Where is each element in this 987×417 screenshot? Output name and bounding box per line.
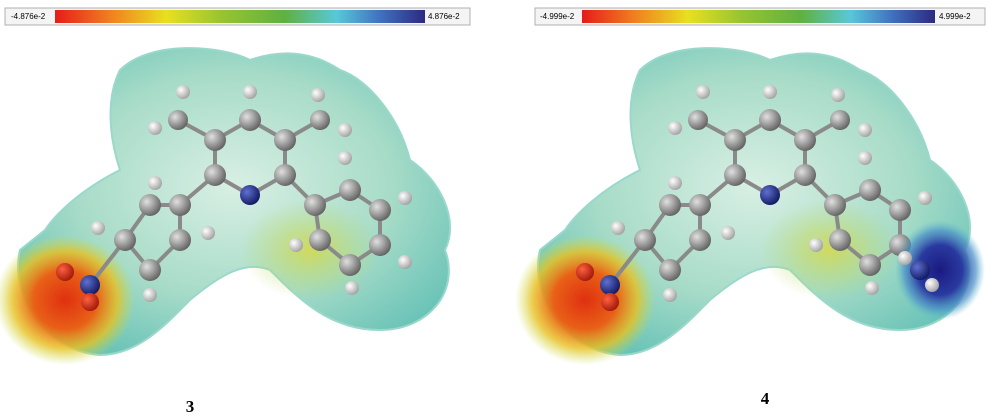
figure: -4.876e-2 4.876e-2 3 -4.999e-2 4.999e-2 …	[0, 0, 987, 417]
scale-min: -4.999e-2	[540, 12, 575, 21]
color-scale	[55, 10, 425, 23]
scale-min: -4.876e-2	[11, 12, 46, 21]
panel-3: -4.876e-2 4.876e-2 3	[0, 8, 470, 416]
scale-max: 4.999e-2	[939, 12, 971, 21]
panel-4: -4.999e-2 4.999e-2 4	[515, 8, 985, 408]
compound-label: 3	[186, 397, 195, 416]
compound-label: 4	[761, 389, 770, 408]
scale-max: 4.876e-2	[428, 12, 460, 21]
mep-surface	[0, 48, 450, 365]
mep-surface	[515, 48, 985, 365]
color-scale	[582, 10, 935, 23]
